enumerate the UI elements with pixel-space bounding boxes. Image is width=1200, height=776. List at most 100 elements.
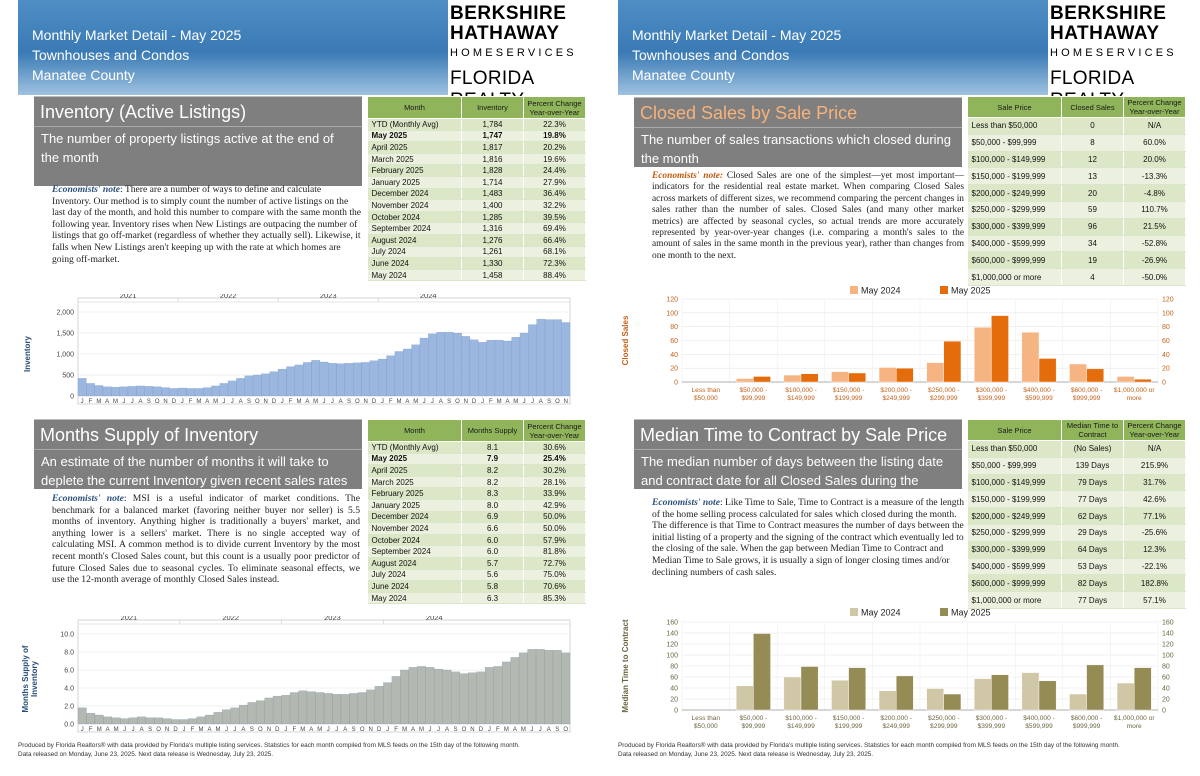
y-tick-label-right: 120 (1162, 297, 1174, 304)
bar (269, 371, 279, 397)
table-cell: 139 Days (1061, 457, 1124, 475)
x-tick-label: J (531, 399, 534, 405)
table-row: $150,000 - $199,999 77 Days 42.6% (967, 490, 1186, 509)
bar (238, 704, 248, 725)
x-tick-label: F (496, 727, 500, 733)
table-row: $150,000 - $199,999 13 -13.3% (967, 167, 1186, 186)
x-tick-label: J (225, 727, 228, 733)
bar (878, 690, 897, 711)
table-cell: 42.9% (523, 499, 586, 512)
x-tick-label: O (355, 399, 360, 405)
x-tick-label: D (479, 727, 484, 733)
table-cell: December 2024 (367, 188, 462, 201)
bar (783, 676, 802, 711)
table-cell: July 2024 (367, 246, 462, 259)
ttc-table: Sale Price Median Time to Contract Percent… (967, 419, 1186, 609)
x-tick-label: J (335, 727, 338, 733)
bar (213, 712, 223, 725)
bar (896, 367, 914, 383)
table-cell: 1,316 (461, 222, 524, 235)
inventory-header-2: Percent Change Year-over-Year (523, 96, 586, 119)
bar (77, 378, 87, 397)
table-cell: 8 (1061, 134, 1124, 152)
x-tick-label: $50,000 -$99,999 (739, 387, 767, 402)
table-cell: September 2024 (367, 545, 462, 558)
bar (154, 717, 164, 725)
table-cell: 1,285 (461, 211, 524, 224)
table-cell: -13.3% (1123, 167, 1186, 186)
table-cell: 22.3% (523, 118, 586, 131)
bar (391, 676, 401, 725)
bar (161, 387, 170, 397)
bar (111, 717, 121, 725)
bar (369, 360, 379, 397)
bar (252, 374, 262, 397)
x-tick-label: A (205, 399, 209, 405)
legend-swatch (940, 286, 948, 294)
table-cell: 68.1% (523, 246, 586, 259)
x-tick-label: $600,000 -$999,999 (1071, 387, 1103, 402)
table-row: $400,000 - $599,999 34 -52.8% (967, 235, 1186, 253)
year-label: 2022 (222, 616, 239, 622)
year-label: 2021 (121, 616, 138, 622)
table-cell: 28.1% (523, 476, 586, 489)
x-tick-label: N (165, 727, 169, 733)
y-tick-label-right: 100 (1162, 653, 1174, 660)
y-tick-label: 2,000 (56, 310, 74, 317)
x-tick-label: A (239, 399, 243, 405)
bar (518, 652, 528, 725)
bar (1021, 332, 1040, 383)
x-tick-label: S (547, 399, 551, 405)
bar (289, 692, 299, 725)
table-cell: -52.8% (1123, 235, 1186, 253)
table-cell: $150,000 - $199,999 (967, 167, 1062, 186)
x-tick-label: D (372, 399, 377, 405)
bar (171, 719, 180, 725)
bar (544, 319, 554, 397)
table-cell: 8.2 (461, 476, 524, 489)
y-tick-label: 2.0 (64, 704, 74, 711)
table-row: YTD (Monthly Avg) 1,784 22.3% (367, 118, 586, 131)
msi-header-2: Percent Change Year-over-Year (523, 419, 586, 442)
bar (848, 372, 866, 383)
bar (186, 388, 195, 397)
bar (510, 657, 520, 725)
legend-label: May 2025 (951, 608, 991, 618)
x-tick-label: A (140, 727, 144, 733)
x-tick-label: D (272, 399, 277, 405)
bar (511, 337, 521, 397)
x-tick-label: O (155, 399, 160, 405)
y-tick-label-right: 60 (1162, 338, 1170, 345)
table-cell: N/A (1123, 440, 1186, 458)
table-cell: 1,261 (461, 246, 524, 259)
y-tick-label: 60 (670, 675, 678, 682)
table-cell: 12 (1061, 151, 1124, 169)
y-axis-label: Inventory (23, 335, 32, 372)
y-tick-label-right: 140 (1162, 631, 1174, 638)
x-tick-label: N (464, 399, 468, 405)
year-label: 2023 (320, 294, 337, 300)
x-tick-label: M (114, 727, 119, 733)
table-cell: 79 Days (1061, 474, 1124, 492)
footer: Produced by Florida Realtors® with data … (618, 742, 1198, 759)
x-tick-label: M (521, 727, 526, 733)
x-tick-label: M (504, 727, 509, 733)
y-tick-label-right: 20 (1162, 697, 1170, 704)
bar (444, 331, 454, 397)
bar (374, 686, 384, 725)
table-cell: 75.0% (523, 569, 586, 582)
table-cell: 4 (1061, 268, 1124, 286)
header-banner: Monthly Market Detail - May 2025 Townhou… (618, 0, 1198, 111)
bar (736, 378, 754, 383)
bar (400, 669, 410, 725)
x-tick-label: A (539, 399, 543, 405)
table-cell: 50.0% (523, 511, 586, 524)
y-tick-label: 0.0 (64, 722, 74, 729)
table-cell: 21.5% (1123, 218, 1186, 236)
bar (926, 362, 945, 383)
y-axis-label: Closed Sales (621, 315, 630, 365)
x-tick-label: $600,000 -$999,999 (1071, 715, 1103, 730)
logo-line-1: BERKSHIRE (1050, 3, 1167, 24)
bar (211, 385, 220, 397)
legend-label: May 2025 (951, 286, 991, 296)
